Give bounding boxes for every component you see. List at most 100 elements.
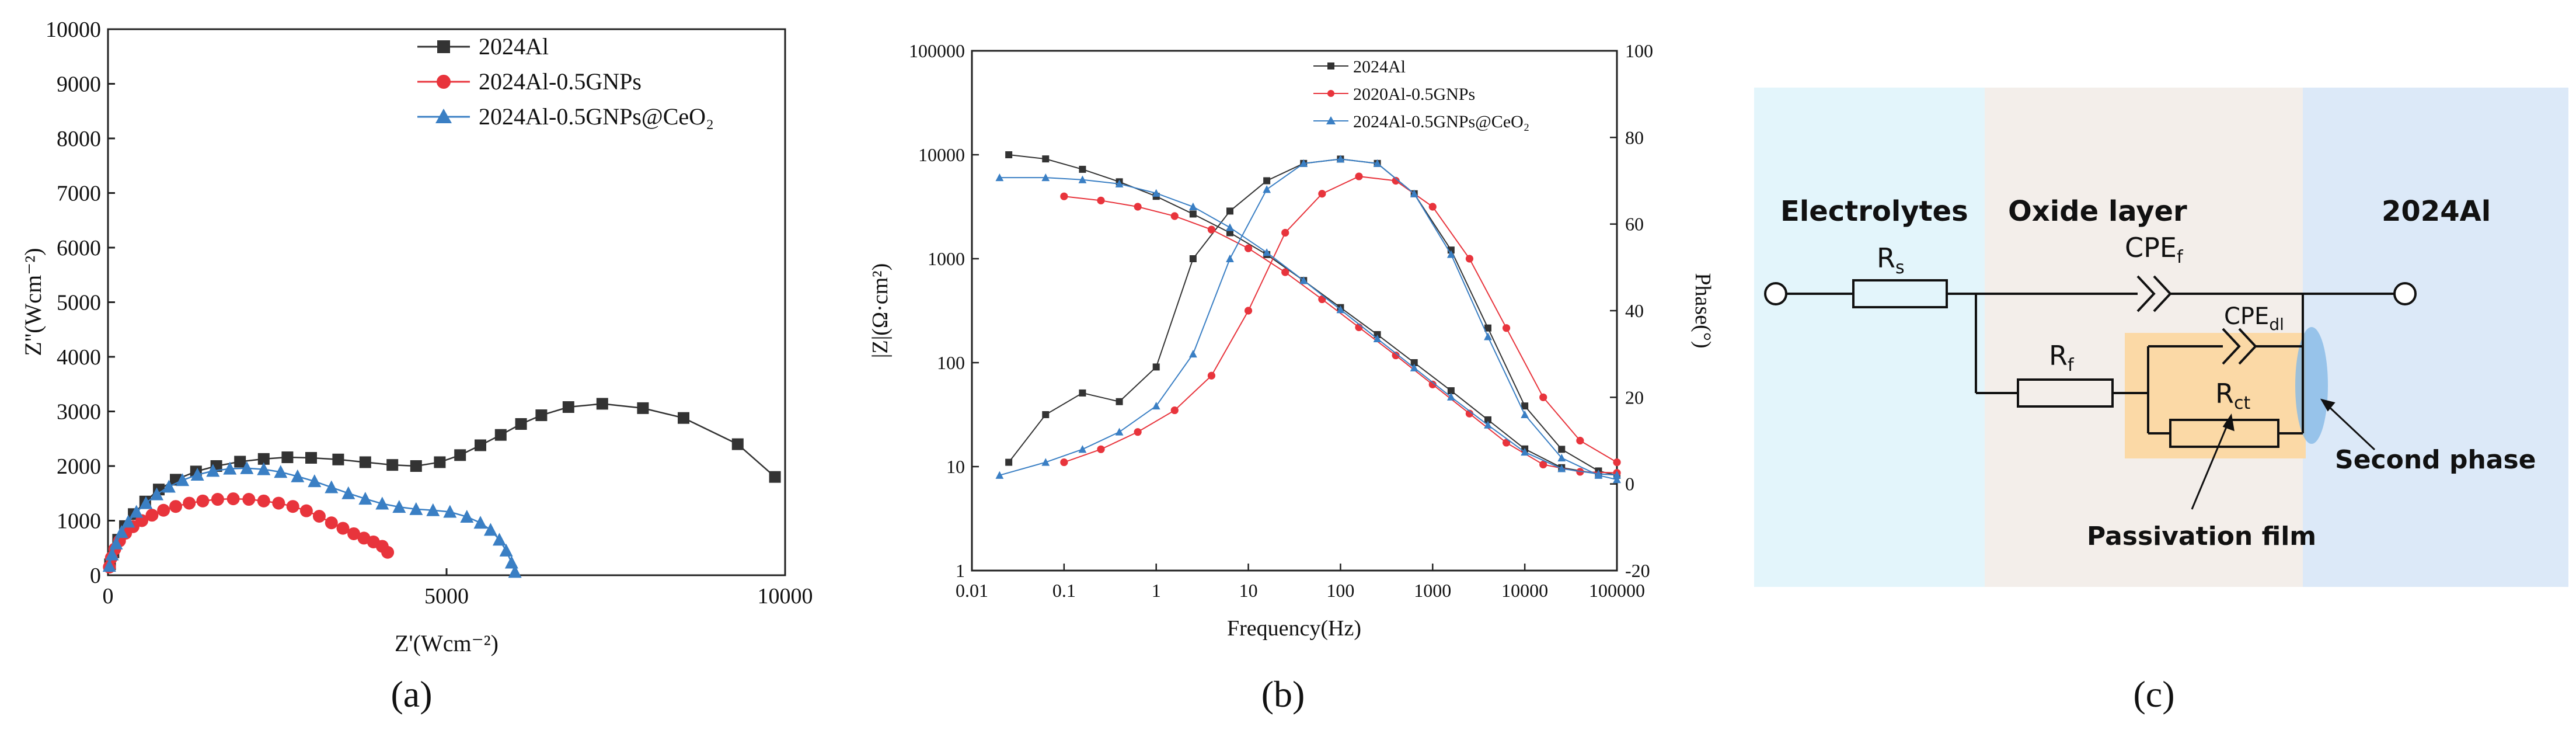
nyquist-chart: 0 1000 2000 3000 4000 5000 6000 7000 8000 9000 100… — [20, 18, 813, 715]
nyquist-data-point — [145, 509, 159, 522]
bode-impedance-point — [995, 173, 1004, 182]
bode-phase-point — [1613, 475, 1621, 484]
bode-xtick-label: 100 — [1326, 580, 1354, 601]
nyquist-ytick-label: 5000 — [57, 291, 101, 315]
nyquist-data-point — [162, 479, 176, 493]
bode-phase-point — [1502, 324, 1511, 332]
electrolyte-region — [1754, 88, 1985, 587]
nyquist-ytick-label: 0 — [90, 564, 101, 588]
nyquist-data-point — [291, 469, 305, 482]
nyquist-data-point — [426, 503, 440, 516]
bode-xlabel: Frequency(Hz) — [1227, 616, 1361, 641]
bode-impedance-point — [1299, 276, 1308, 284]
bode-impedance-point — [1410, 363, 1418, 371]
bode-impedance-point — [1188, 202, 1197, 210]
bode-impedance-point — [1079, 165, 1086, 173]
second-phase-arrowhead — [2320, 398, 2336, 412]
legend-marker-triangle — [435, 109, 452, 123]
bode-legend-label-gnps: 2020Al-0.5GNPs — [1353, 85, 1475, 104]
bode-impedance-point — [1373, 334, 1382, 343]
rct-label: Rct — [2215, 378, 2250, 413]
nyquist-data-point — [409, 502, 423, 515]
bode-phase-line — [999, 158, 1618, 481]
bode-phase-point — [1263, 185, 1271, 193]
bode-ytick-right-label: -20 — [1625, 560, 1650, 581]
bode-legend-marker-square — [1327, 62, 1334, 69]
cpef-label: CPEf — [2125, 232, 2184, 267]
bode-phase-point — [1539, 393, 1547, 401]
bode-impedance-point — [1097, 196, 1105, 204]
nyquist-data-point — [504, 555, 518, 569]
nyquist-data-point — [299, 504, 313, 517]
bode-legend-marker-circle — [1327, 90, 1334, 97]
circuit-wires — [1764, 275, 2417, 448]
bode-phase-point — [1336, 155, 1345, 163]
nyquist-data-point — [150, 487, 164, 500]
bode-phase-point — [1355, 172, 1363, 180]
bode-impedance-point — [1336, 305, 1345, 314]
nyquist-ytick-label: 8000 — [57, 127, 101, 151]
bode-impedance-point — [1613, 471, 1621, 479]
bode-impedance-point — [1539, 460, 1547, 469]
bode-ytick-right-label: 40 — [1625, 300, 1644, 321]
metal-region — [2303, 88, 2568, 587]
nyquist-xtick-label: 5000 — [424, 584, 469, 609]
nyquist-data-point — [272, 496, 285, 510]
nyquist-data-point — [157, 503, 170, 517]
nyquist-data-point — [312, 510, 326, 523]
bode-xtick-label: 0.1 — [1052, 580, 1076, 601]
bode-impedance-point — [1134, 203, 1142, 211]
nyquist-data-point — [332, 453, 344, 465]
nyquist-data-point — [325, 480, 339, 493]
nyquist-series-0 — [104, 398, 781, 571]
legend-label-2024al: 2024Al — [479, 33, 549, 60]
bode-phase-point — [1226, 254, 1234, 262]
bode-phase-point — [1557, 453, 1566, 462]
bode-ytick-left-label: 1 — [956, 560, 965, 581]
bode-phase-point — [1392, 176, 1400, 185]
panel-label-c: (c) — [2133, 673, 2174, 715]
nyquist-data-point — [130, 505, 144, 518]
bode-xtick-label: 1 — [1152, 580, 1161, 601]
nyquist-data-point — [121, 515, 135, 528]
nyquist-data-point — [678, 412, 689, 424]
bode-xtick-label: 100000 — [1589, 580, 1645, 601]
nyquist-data-point — [274, 465, 288, 478]
bode-legend-marker-triangle — [1326, 116, 1336, 124]
bode-ylabel-right: Phase(°) — [1690, 273, 1715, 348]
bode-impedance-point — [1041, 173, 1050, 182]
nyquist-data-point — [234, 456, 246, 468]
nyquist-data-point — [257, 453, 270, 465]
nyquist-ytick-label: 1000 — [57, 509, 101, 534]
passivation-film-label: Passivation film — [2087, 522, 2316, 551]
nyquist-data-point — [460, 509, 474, 523]
bode-phase-point — [1226, 207, 1233, 215]
bode-phase-point — [1041, 458, 1050, 466]
nyquist-data-point — [226, 492, 240, 506]
nyquist-data-point — [176, 473, 190, 486]
bode-legend-label-2024al: 2024Al — [1353, 57, 1406, 77]
bode-ytick-left-label: 10000 — [918, 144, 965, 165]
nyquist-data-point — [281, 451, 294, 464]
nyquist-data-point — [305, 451, 317, 464]
bode-phase-point — [1446, 250, 1455, 258]
nyquist-data-point — [190, 467, 204, 481]
nyquist-data-point — [392, 500, 406, 513]
nyquist-data-point — [562, 401, 574, 413]
nyquist-data-point — [434, 456, 446, 468]
panel-label-b: (b) — [1261, 673, 1305, 715]
bode-impedance-point — [1244, 244, 1253, 252]
bode-impedance-point — [1484, 416, 1491, 423]
bode-phase-point — [1134, 428, 1142, 436]
bode-impedance-point — [1078, 175, 1087, 183]
bode-impedance-point — [1446, 392, 1455, 401]
bode-phase-line — [1008, 158, 1618, 476]
panel-label-a: (a) — [391, 673, 432, 715]
bode-impedance-point — [1447, 387, 1455, 395]
nyquist-data-point — [183, 496, 196, 510]
nyquist-ytick-label: 10000 — [46, 18, 101, 42]
bode-phase-point — [1558, 446, 1566, 453]
nyquist-ytick-label: 4000 — [57, 345, 101, 370]
bode-xtick-label: 10 — [1239, 580, 1258, 601]
bode-ytick-right-label: 100 — [1625, 40, 1653, 61]
